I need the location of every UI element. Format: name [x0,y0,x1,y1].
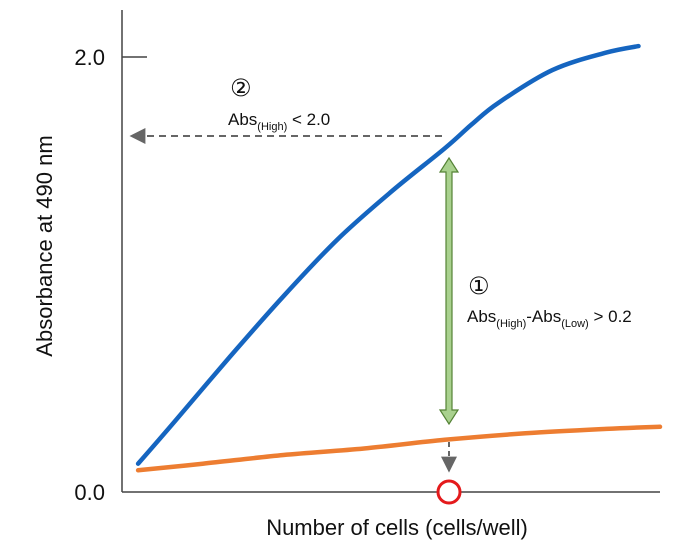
annotation-2-label: Abs(High) < 2.0 [228,110,330,133]
annotation-1-number: ① [468,273,490,300]
y-tick-label-bottom: 0.0 [74,480,105,505]
annotation-1-label: Abs(High)-Abs(Low) > 0.2 [467,307,632,330]
y-axis-label: Absorbance at 490 nm [32,135,57,356]
y-tick-label-top: 2.0 [74,45,105,70]
annotation-1-condition: > 0.2 [589,307,632,326]
annotation-2-number: ② [230,75,252,102]
selected-cell-number-marker [436,479,462,505]
annotation-1-sub-high: (High) [496,318,526,330]
series-line-high [135,43,641,466]
series-line-low [135,424,663,473]
annotation-1-sub-low: (Low) [561,318,589,330]
difference-arrow [438,156,460,426]
annotation-1-abs-low: -Abs [526,307,561,326]
annotation-2-condition: < 2.0 [287,110,330,129]
annotation-2-sub-high: (High) [257,121,287,133]
annotation-1-abs-high: Abs [467,307,496,326]
annotation-2-abs: Abs [228,110,257,129]
x-axis-label: Number of cells (cells/well) [266,515,528,540]
